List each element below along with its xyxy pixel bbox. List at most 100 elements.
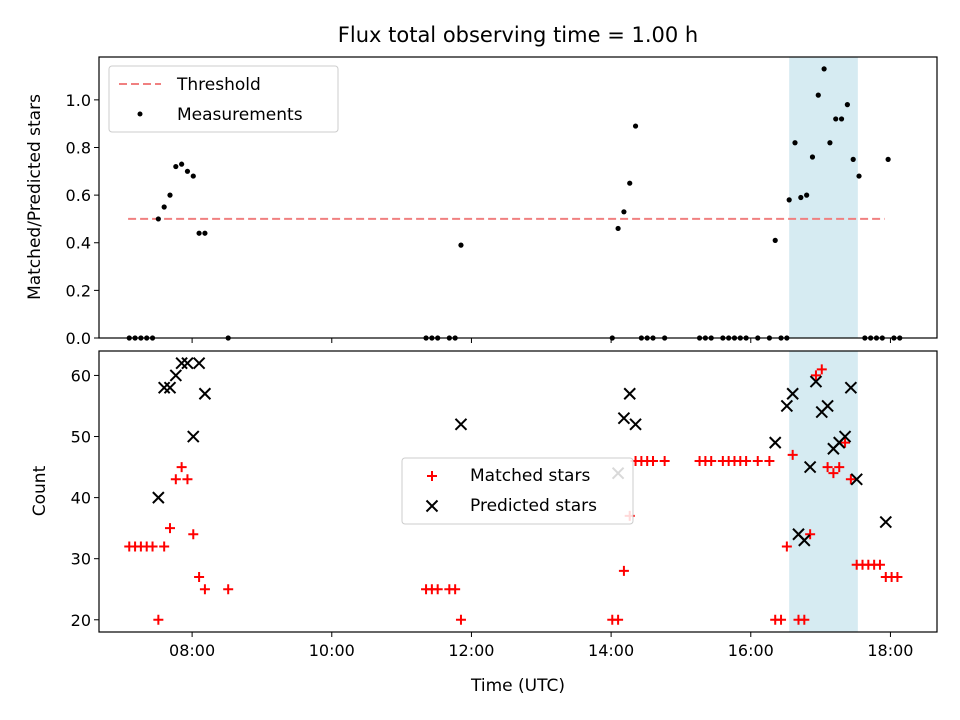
measurement-point	[184, 168, 191, 174]
matched-star-point	[840, 437, 851, 448]
measurement-point	[827, 140, 833, 146]
measurement-point	[792, 140, 798, 146]
bottom-y-axis-label: Count	[30, 465, 50, 516]
measurement-point	[850, 156, 856, 162]
bottom-y-tick-label: 50	[71, 428, 91, 447]
predicted-star-point	[769, 436, 782, 449]
bottom-y-tick-label: 30	[71, 550, 91, 569]
matched-star-point	[764, 455, 775, 466]
measurement-point	[615, 225, 621, 232]
measurement-point	[627, 180, 633, 186]
predicted-star-point	[175, 357, 188, 370]
matched-star-point	[810, 370, 821, 381]
matched-star-point	[706, 455, 717, 466]
predicted-star-point	[192, 357, 206, 370]
legend-predicted-label: Predicted stars	[470, 496, 597, 516]
measurement-point	[885, 156, 891, 162]
matched-star-point	[799, 614, 810, 625]
measurement-point	[838, 116, 845, 122]
predicted-star-point	[454, 418, 468, 431]
matched-star-point	[164, 523, 175, 534]
x-tick-label: 18:00	[867, 641, 913, 660]
predicted-star-point	[163, 381, 177, 394]
predicted-star-point	[181, 357, 194, 370]
predicted-star-point	[198, 387, 212, 400]
predicted-star-point	[798, 534, 811, 547]
predicted-star-point	[780, 399, 794, 413]
matched-star-point	[613, 614, 624, 625]
predicted-star-point	[809, 375, 823, 388]
measurement-point	[173, 163, 179, 170]
predicted-star-point	[187, 430, 200, 443]
bottom-legend-box	[401, 457, 634, 525]
measurement-point	[632, 123, 639, 129]
predicted-star-point	[838, 430, 852, 443]
matched-star-point	[822, 462, 833, 473]
matched-star-point	[147, 541, 158, 552]
x-tick-label: 10:00	[309, 641, 355, 660]
matched-star-point	[170, 474, 181, 485]
matched-star-point	[834, 462, 845, 473]
matched-star-point	[741, 455, 752, 466]
x-tick-label: 08:00	[169, 641, 215, 660]
matched-star-point	[805, 529, 816, 540]
bottom-panel: 20 30 40 50 60 08:00 10:00 12:00 14:00 16:00 18:0…	[30, 350, 938, 696]
measurement-point	[161, 204, 167, 210]
matched-star-point	[153, 614, 164, 625]
measurement-point	[804, 192, 810, 198]
legend-matched-marker	[427, 471, 437, 481]
predicted-star-point	[152, 491, 165, 504]
legend-matched-label: Matched stars	[470, 466, 590, 486]
top-legend-box	[108, 65, 339, 133]
measurement-point	[798, 194, 804, 201]
matched-star-point	[752, 455, 763, 466]
top-y-tick-label: 0.4	[66, 234, 91, 253]
matched-star-point	[455, 614, 466, 625]
measurement-point	[458, 242, 464, 248]
bottom-highlight-span	[789, 351, 858, 632]
measurement-point	[809, 154, 816, 160]
bottom-y-tick-label: 60	[71, 366, 91, 385]
bottom-legend: Matched stars Predicted stars	[401, 457, 634, 525]
legend-matched-swatch	[427, 471, 437, 481]
top-axes-frame	[98, 56, 938, 339]
bottom-y-ticks: 20 30 40 50 60	[71, 366, 99, 630]
legend-measurements-label: Measurements	[177, 105, 303, 125]
top-legend: Threshold Measurements	[108, 65, 339, 133]
predicted-star-point	[844, 381, 858, 394]
measurement-point	[833, 116, 839, 122]
measurement-point	[190, 173, 196, 179]
matched-star-point	[874, 559, 885, 570]
measurement-point	[196, 230, 202, 236]
matched-star-point	[188, 529, 199, 540]
measurement-point	[179, 161, 185, 167]
measurement-point	[815, 92, 821, 98]
x-tick-label: 16:00	[728, 641, 774, 660]
matched-star-point	[182, 474, 193, 485]
measurement-point	[786, 197, 792, 203]
predicted-star-point	[879, 515, 892, 529]
measurement-point	[155, 216, 161, 222]
matched-star-point	[828, 468, 839, 479]
top-y-tick-label: 0.6	[66, 186, 91, 205]
legend-predicted-marker	[425, 499, 439, 513]
bottom-x-ticks: 08:00 10:00 12:00 14:00 16:00 18:00	[169, 632, 913, 660]
chart-title: Flux total observing time = 1.00 h	[338, 23, 698, 47]
matched-stars-points	[124, 364, 903, 625]
predicted-star-point	[850, 473, 863, 486]
matched-star-point	[176, 462, 187, 473]
predicted-star-point	[623, 387, 636, 400]
legend-threshold-label: Threshold	[176, 75, 261, 95]
measurement-point	[621, 209, 627, 215]
measurement-point	[844, 102, 850, 108]
measurement-point	[202, 230, 208, 236]
matched-star-point	[845, 474, 856, 485]
predicted-star-point	[821, 399, 834, 413]
top-y-axis-label: Matched/Predicted stars	[25, 94, 45, 300]
measurement-point	[856, 173, 862, 179]
predicted-star-point	[169, 369, 183, 382]
matched-star-point	[781, 541, 792, 552]
legend-measurements-swatch	[137, 111, 143, 117]
top-y-tick-label: 0.0	[66, 329, 91, 348]
